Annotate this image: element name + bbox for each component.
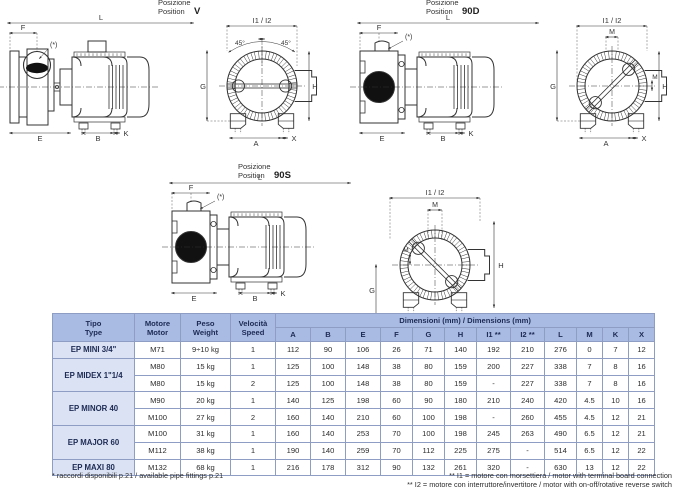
svg-text:(*): (*) [50,42,57,49]
svg-text:45°: 45° [281,39,291,47]
svg-text:I1 / I2: I1 / I2 [253,16,272,25]
svg-text:90D: 90D [462,6,480,17]
svg-text:V: V [194,6,201,17]
svg-text:A: A [253,139,258,148]
svg-text:I1 / I2: I1 / I2 [426,188,445,197]
svg-text:G: G [550,82,556,91]
svg-text:(*): (*) [217,194,224,201]
svg-text:(*): (*) [405,34,412,41]
svg-text:M: M [609,29,615,36]
svg-text:X: X [291,134,296,143]
svg-text:X: X [641,134,646,143]
svg-text:A: A [603,139,608,148]
svg-text:G: G [369,286,375,295]
svg-text:F: F [189,183,194,192]
svg-text:G: G [200,82,206,91]
svg-text:B: B [95,134,100,143]
svg-text:E: E [191,294,196,303]
svg-text:E: E [37,134,42,143]
svg-text:Position: Position [426,7,453,16]
svg-text:45°: 45° [235,39,245,47]
svg-text:90S: 90S [274,170,291,181]
svg-text:B: B [440,134,445,143]
svg-text:Posizione: Posizione [158,0,191,7]
svg-text:M: M [652,74,657,81]
svg-text:M: M [403,247,408,254]
svg-text:H: H [662,82,667,91]
svg-text:Posizione: Posizione [238,162,271,171]
svg-text:H: H [498,261,503,270]
svg-text:K: K [468,129,473,138]
svg-text:I1 / I2: I1 / I2 [603,16,622,25]
svg-text:F: F [21,23,26,32]
svg-text:F: F [377,23,382,32]
svg-text:L: L [99,13,103,22]
svg-text:M: M [432,202,438,209]
svg-text:Position: Position [158,7,185,16]
svg-text:E: E [379,134,384,143]
svg-text:Position: Position [238,171,265,180]
svg-text:Posizione: Posizione [426,0,459,7]
svg-text:K: K [123,129,128,138]
svg-text:H: H [312,82,317,91]
svg-text:B: B [252,294,257,303]
svg-text:K: K [280,289,285,298]
